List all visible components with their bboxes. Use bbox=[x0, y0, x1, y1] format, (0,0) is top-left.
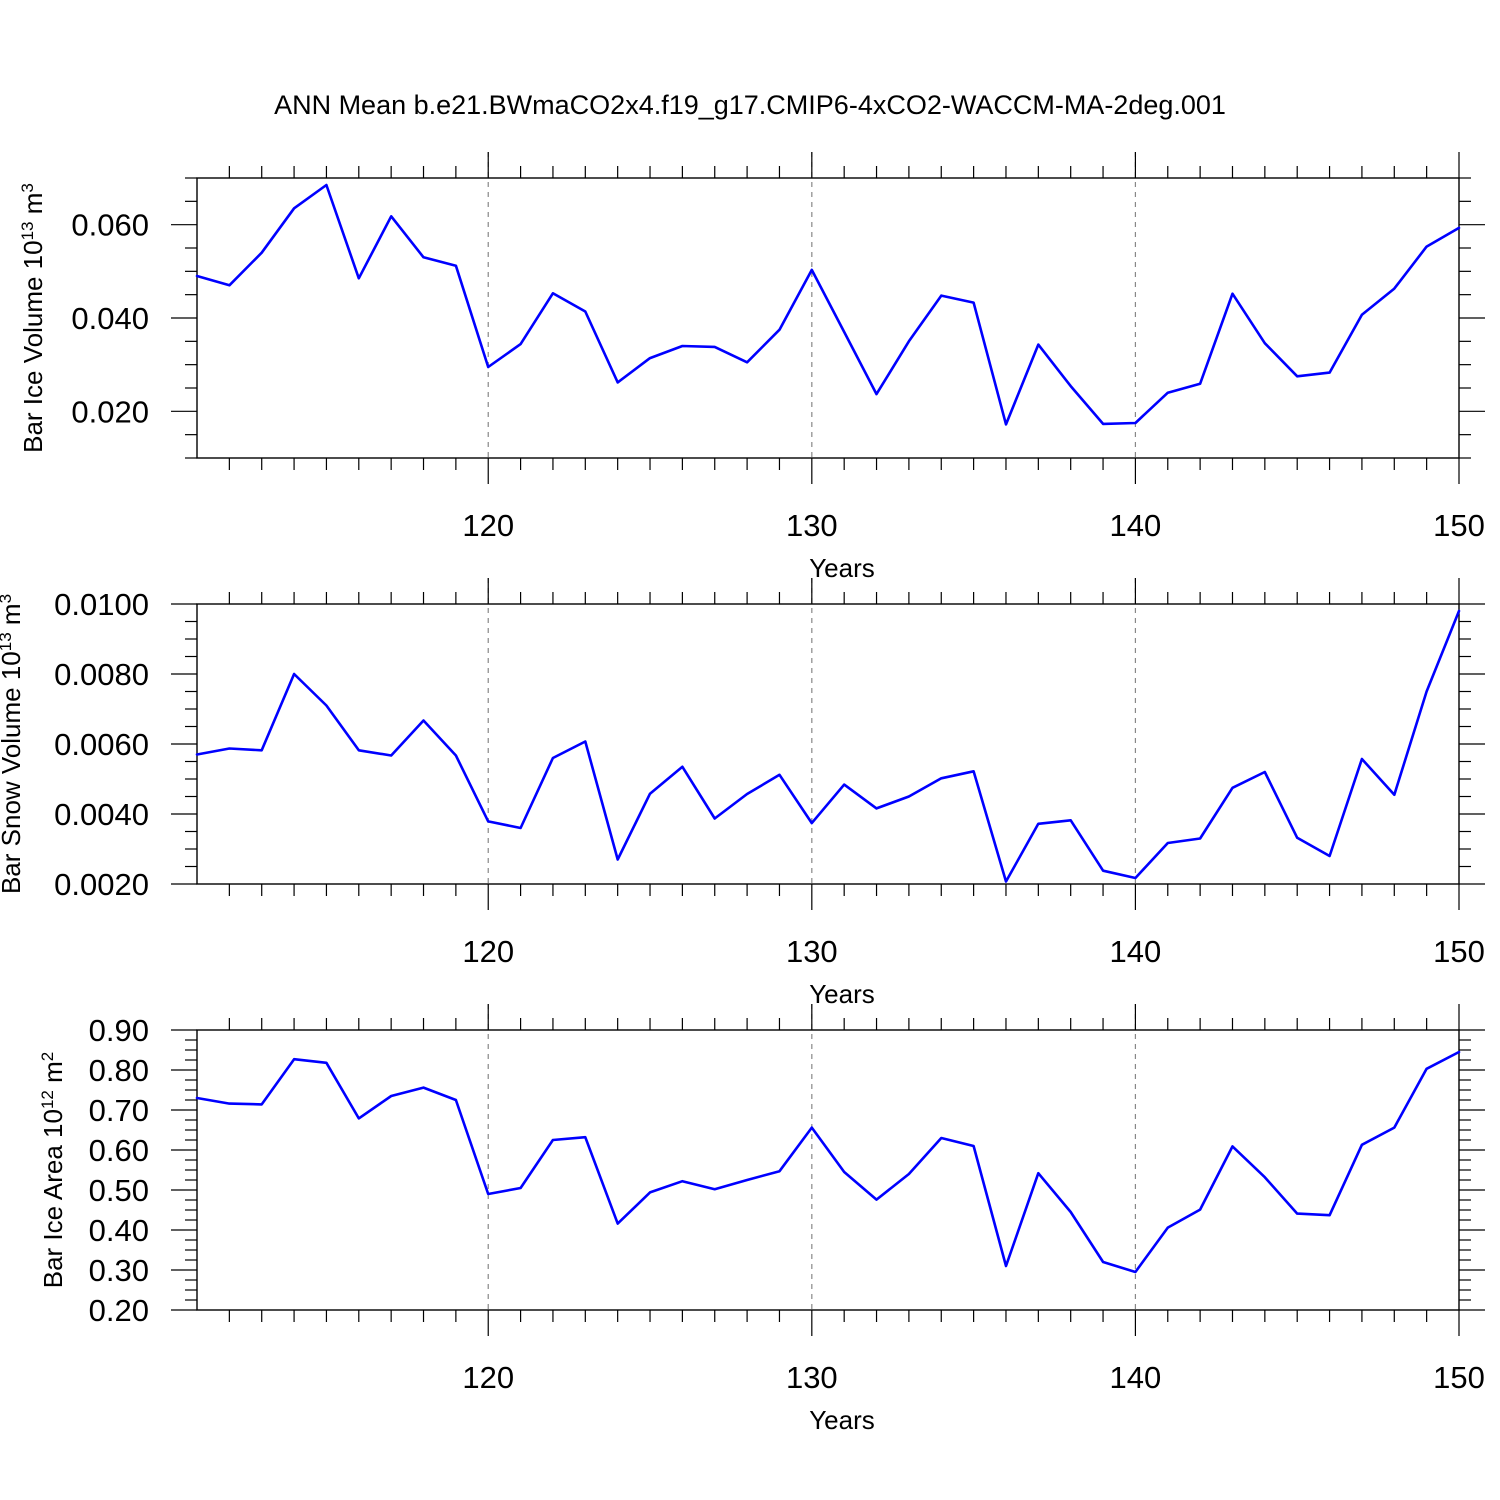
y-tick-label: 0.0020 bbox=[54, 867, 149, 902]
y-axis-label-part: Bar Snow Volume 10 bbox=[0, 651, 26, 894]
x-tick-label: 120 bbox=[462, 1360, 514, 1395]
x-tick-label: 140 bbox=[1110, 1360, 1162, 1395]
x-tick-label: 140 bbox=[1110, 934, 1162, 969]
y-tick-label: 0.040 bbox=[71, 301, 149, 336]
x-tick-label: 150 bbox=[1433, 934, 1485, 969]
x-tick-label: 150 bbox=[1433, 1360, 1485, 1395]
panel-snow-volume: 0.0020 0.0040 0.0060 0.0080 0.0100 120 130 140 1… bbox=[0, 578, 1485, 1009]
series-line bbox=[195, 609, 1461, 883]
y-tick-label: 0.020 bbox=[71, 394, 149, 429]
y-tick-label: 0.20 bbox=[89, 1293, 149, 1328]
x-tick-label: 130 bbox=[786, 508, 838, 543]
x-axis-label: Years bbox=[809, 553, 875, 583]
x-tick-label: 120 bbox=[462, 934, 514, 969]
y-axis-label-superscript: 3 bbox=[18, 183, 37, 192]
y-tick-label: 0.0100 bbox=[54, 587, 149, 622]
panel-ice-volume: 0.020 0.040 0.060 120 130 140 150 Years Bar Ice … bbox=[18, 152, 1485, 583]
y-axis-label-superscript: 13 bbox=[18, 221, 37, 240]
y-axis-label: Bar Snow Volume 1013 m3 bbox=[0, 594, 26, 894]
x-tick-label: 130 bbox=[786, 934, 838, 969]
y-axis-label: Bar Ice Volume 1013 m3 bbox=[18, 183, 49, 453]
y-axis-label-part: Bar Ice Area 10 bbox=[38, 1109, 68, 1288]
x-axis-label: Years bbox=[809, 1405, 875, 1435]
y-axis-label-superscript: 3 bbox=[0, 594, 15, 603]
y-tick-label: 0.50 bbox=[89, 1173, 149, 1208]
y-axis-label-superscript: 12 bbox=[38, 1090, 57, 1109]
plot-frame bbox=[196, 603, 1460, 885]
x-axis-label: Years bbox=[809, 979, 875, 1009]
series-line bbox=[195, 1050, 1461, 1274]
y-axis-label-superscript: 13 bbox=[0, 632, 15, 651]
y-tick-label: 0.90 bbox=[89, 1013, 149, 1048]
y-axis-label-superscript: 2 bbox=[38, 1052, 57, 1061]
y-axis-label: Bar Ice Area 1012 m2 bbox=[38, 1052, 69, 1289]
y-tick-label: 0.0040 bbox=[54, 797, 149, 832]
y-axis-label-part: m bbox=[38, 1061, 68, 1090]
y-tick-label: 0.30 bbox=[89, 1253, 149, 1288]
chart-title: ANN Mean b.e21.BWmaCO2x4.f19_g17.CMIP6-4… bbox=[274, 90, 1226, 120]
series-line bbox=[195, 183, 1461, 426]
y-axis-label-part: m bbox=[0, 603, 26, 632]
y-tick-label: 0.80 bbox=[89, 1053, 149, 1088]
x-tick-label: 120 bbox=[462, 508, 514, 543]
x-tick-label: 140 bbox=[1110, 508, 1162, 543]
y-tick-label: 0.0060 bbox=[54, 727, 149, 762]
y-tick-label: 0.0080 bbox=[54, 657, 149, 692]
y-tick-label: 0.060 bbox=[71, 208, 149, 243]
y-axis-label-part: Bar Ice Volume 10 bbox=[18, 240, 48, 452]
x-tick-label: 150 bbox=[1433, 508, 1485, 543]
plot-frame bbox=[196, 177, 1460, 459]
panel-ice-area: 0.20 0.30 0.40 0.50 0.60 0.70 0.80 0.90 120 130 14… bbox=[38, 1004, 1485, 1435]
y-tick-label: 0.60 bbox=[89, 1133, 149, 1168]
x-tick-label: 130 bbox=[786, 1360, 838, 1395]
plot-frame bbox=[196, 1029, 1460, 1311]
y-axis-label-part: m bbox=[18, 193, 48, 222]
y-tick-label: 0.40 bbox=[89, 1213, 149, 1248]
y-tick-label: 0.70 bbox=[89, 1093, 149, 1128]
